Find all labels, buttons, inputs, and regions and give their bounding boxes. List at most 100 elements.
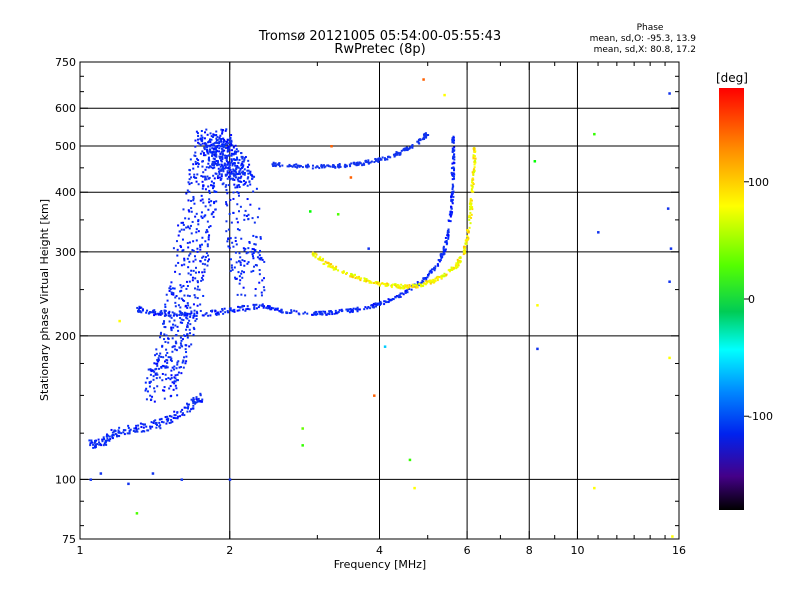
data-point: [597, 231, 600, 234]
data-point: [458, 259, 461, 262]
data-point: [188, 280, 191, 283]
data-point: [190, 176, 193, 179]
data-point: [335, 265, 338, 268]
data-point: [452, 161, 455, 164]
data-point: [226, 170, 229, 173]
data-point: [201, 278, 204, 281]
data-point: [136, 306, 139, 309]
data-point: [171, 350, 174, 353]
data-point: [188, 319, 191, 322]
data-point: [196, 173, 199, 176]
data-point: [206, 220, 209, 223]
data-point: [162, 356, 165, 359]
data-point: [328, 310, 331, 313]
data-point: [428, 272, 431, 275]
data-point: [424, 133, 427, 136]
data-point: [392, 298, 395, 301]
data-point: [207, 258, 210, 261]
data-point: [378, 284, 381, 287]
data-point: [331, 165, 334, 168]
data-point: [430, 268, 433, 271]
data-point: [363, 308, 366, 311]
data-point: [174, 377, 177, 380]
data-point: [165, 354, 168, 357]
data-point: [536, 347, 539, 351]
data-point: [225, 188, 228, 191]
data-point: [249, 170, 252, 173]
data-point: [234, 277, 237, 280]
data-point: [188, 190, 191, 193]
data-point: [239, 180, 242, 183]
data-point: [232, 245, 235, 248]
data-point: [378, 283, 381, 286]
x-tick-label: 1: [77, 544, 84, 557]
data-point: [213, 166, 216, 169]
y-tick-label: 750: [55, 56, 76, 69]
data-point: [195, 239, 198, 242]
data-point: [456, 265, 459, 268]
data-point: [228, 478, 232, 481]
data-point: [237, 176, 240, 179]
data-point: [444, 241, 447, 244]
data-point: [168, 289, 171, 292]
data-point: [408, 287, 411, 290]
y-tick-label: 400: [55, 186, 76, 199]
data-point: [255, 307, 258, 310]
data-point: [316, 313, 319, 316]
data-point: [281, 164, 284, 167]
data-point: [164, 340, 167, 343]
data-point: [174, 348, 177, 351]
data-point: [165, 378, 168, 381]
data-point: [434, 265, 437, 268]
data-point: [428, 281, 431, 284]
data-point: [452, 190, 455, 193]
data-point: [195, 314, 198, 317]
data-point: [136, 430, 139, 433]
data-point: [189, 313, 192, 316]
data-point: [216, 175, 219, 178]
data-point: [169, 356, 172, 359]
data-point: [194, 160, 197, 163]
data-point: [205, 252, 208, 255]
data-point: [451, 141, 454, 144]
data-point: [194, 271, 197, 274]
data-point: [211, 154, 214, 157]
data-point: [239, 167, 242, 170]
data-point: [188, 328, 191, 331]
data-point: [127, 424, 130, 427]
data-point: [190, 398, 193, 401]
data-point: [104, 441, 107, 444]
data-point: [177, 371, 180, 374]
data-point: [204, 178, 207, 181]
data-point: [173, 376, 176, 379]
data-point: [235, 166, 238, 169]
data-point: [396, 286, 399, 289]
data-point: [202, 201, 205, 204]
data-point: [204, 256, 207, 259]
data-point: [456, 261, 459, 264]
data-point: [467, 237, 470, 240]
data-point: [138, 310, 141, 313]
data-point: [252, 190, 255, 193]
data-point: [207, 208, 210, 211]
data-point: [168, 287, 171, 290]
data-point: [242, 271, 245, 274]
data-point: [120, 432, 123, 435]
data-point: [211, 162, 214, 165]
data-point: [323, 262, 326, 265]
data-point: [536, 304, 539, 307]
data-point: [237, 180, 240, 183]
data-point: [127, 482, 130, 486]
data-point: [234, 150, 237, 153]
data-point: [227, 245, 230, 248]
data-point: [354, 277, 357, 280]
data-point: [204, 258, 207, 261]
data-point: [165, 366, 168, 369]
data-point: [243, 157, 246, 160]
data-point: [94, 439, 97, 442]
data-point: [247, 261, 250, 264]
data-point: [159, 424, 162, 427]
data-point: [291, 165, 294, 168]
data-point: [334, 268, 337, 271]
data-point: [222, 137, 225, 140]
